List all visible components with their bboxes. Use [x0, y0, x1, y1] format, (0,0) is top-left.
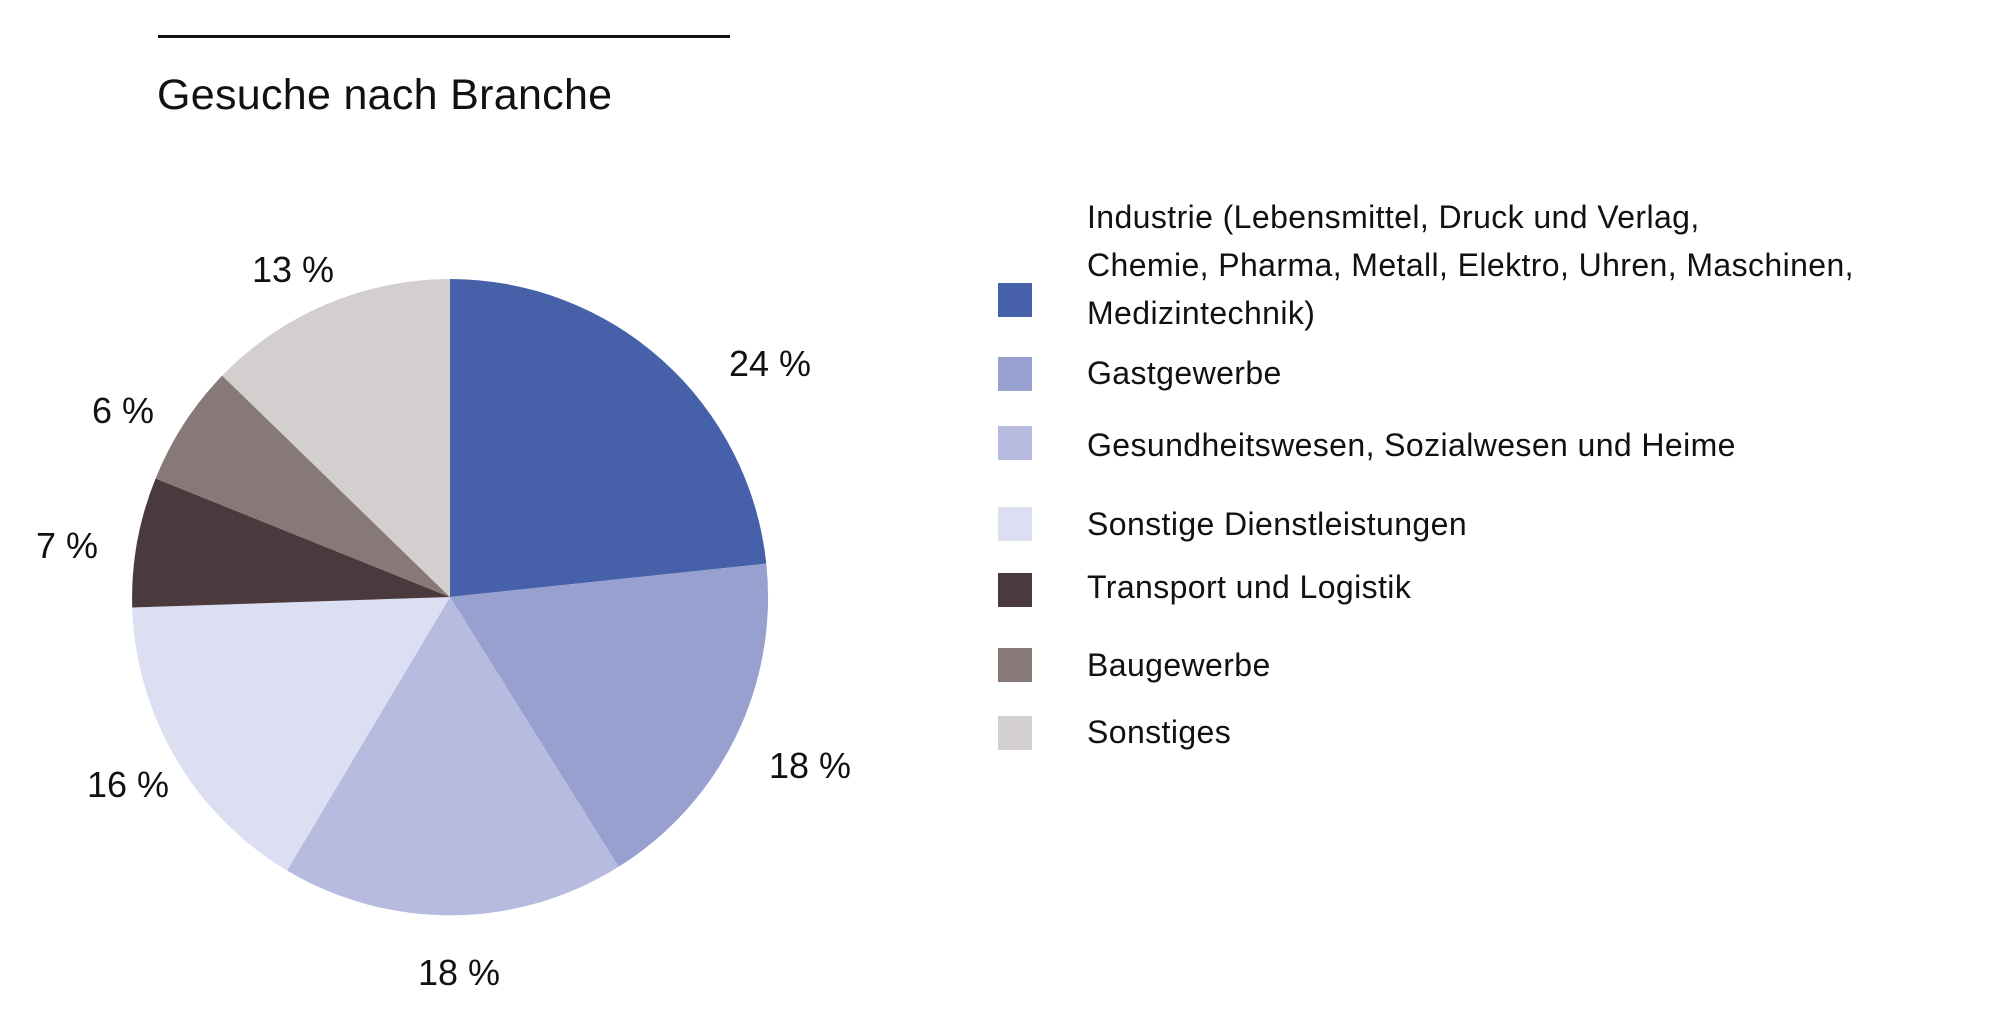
legend-swatch-sonstiges	[998, 716, 1032, 750]
legend-swatch-gastgewerbe	[998, 357, 1032, 391]
slice-label-gastgewerbe: 18 %	[769, 745, 852, 786]
slice-label-industrie: 24 %	[729, 343, 812, 384]
legend-swatch-sonstige-dienstleistungen	[998, 507, 1032, 541]
pie-slice-sonstiges[interactable]	[222, 279, 450, 597]
pie-slice-gesundheitswesen[interactable]	[287, 597, 619, 916]
legend-swatch-baugewerbe	[998, 648, 1032, 682]
pie-slice-industrie[interactable]	[450, 279, 767, 597]
slice-label-sonstiges: 13 %	[252, 249, 335, 290]
legend-swatch-transport	[998, 573, 1032, 607]
slice-label-sonstige-dienstleistungen: 16 %	[87, 764, 170, 805]
legend-label-transport: Transport und Logistik	[1087, 569, 1412, 605]
legend-label-gastgewerbe: Gastgewerbe	[1087, 355, 1282, 391]
legend-swatch-industrie	[998, 283, 1032, 317]
pie-slice-sonstige-dienstleistungen[interactable]	[132, 597, 450, 871]
legend-label-baugewerbe: Baugewerbe	[1087, 647, 1271, 683]
title-rule	[158, 35, 730, 38]
legend-label-sonstige-dienstleistungen: Sonstige Dienstleistungen	[1087, 506, 1468, 542]
pie-slice-transport[interactable]	[132, 478, 450, 608]
pie-slice-baugewerbe[interactable]	[155, 375, 450, 597]
legend-label-industrie-line-2: Chemie, Pharma, Metall, Elektro, Uhren, …	[1087, 247, 1854, 283]
legend-label-sonstiges: Sonstiges	[1087, 714, 1232, 750]
slice-label-transport: 7 %	[36, 525, 99, 566]
pie-slice-gastgewerbe[interactable]	[450, 563, 769, 867]
legend-label-gesundheitswesen: Gesundheitswesen, Sozialwesen und Heime	[1087, 427, 1736, 463]
legend-label-industrie-line-1: Industrie (Lebensmittel, Druck und Verla…	[1087, 199, 1700, 235]
chart-title: Gesuche nach Branche	[157, 71, 613, 119]
slice-label-gesundheitswesen: 18 %	[418, 952, 501, 993]
slice-label-baugewerbe: 6 %	[92, 390, 155, 431]
legend-label-industrie-line-3: Medizintechnik)	[1087, 295, 1316, 331]
legend-swatch-gesundheitswesen	[998, 426, 1032, 460]
